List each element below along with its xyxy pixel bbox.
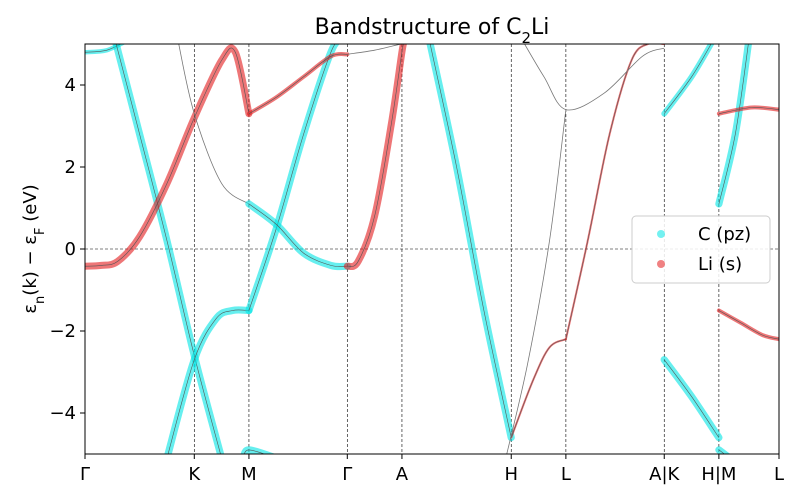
band-line	[115, 44, 221, 454]
band-line	[347, 44, 405, 55]
band-weight-glow	[510, 338, 567, 439]
x-tick-label: H	[504, 464, 518, 485]
band-9	[343, 44, 407, 271]
band-line	[248, 53, 348, 114]
band-line	[347, 44, 404, 267]
band-12	[510, 338, 567, 439]
band-line	[524, 44, 665, 111]
band-7	[246, 51, 350, 116]
y-tick-label: 2	[65, 157, 76, 178]
legend-marker-li-s	[657, 260, 665, 268]
band-line	[663, 359, 720, 438]
y-tick-label: −2	[49, 321, 76, 342]
band-10	[347, 44, 405, 55]
legend-label-li-s: Li (s)	[698, 254, 742, 275]
band-3	[85, 44, 253, 270]
band-line	[429, 44, 512, 438]
legend: C (pz) Li (s)	[631, 215, 771, 284]
band-4	[178, 44, 250, 205]
band-weight-glow	[716, 308, 779, 342]
band-6	[240, 446, 276, 454]
y-tick-label: 0	[65, 239, 76, 260]
legend-marker-c-pz	[657, 230, 665, 238]
band-weight-glow	[246, 51, 350, 116]
band-15	[524, 44, 665, 111]
x-tick-label: Γ	[80, 464, 90, 485]
band-line	[663, 44, 712, 114]
band-weight-glow	[715, 44, 752, 208]
x-tick-label: A|K	[649, 464, 680, 485]
band-0	[85, 44, 126, 55]
band-weight-glow	[343, 44, 407, 271]
x-tick-label: Γ	[342, 464, 352, 485]
band-5	[245, 44, 342, 315]
band-17	[661, 44, 715, 117]
x-tick-label: M	[241, 464, 257, 485]
band-line	[248, 44, 336, 311]
chart-title: Bandstructure of C2Li	[315, 15, 550, 47]
x-tick-label: L	[774, 464, 784, 485]
x-tick-label: L	[561, 464, 571, 485]
band-line	[718, 44, 749, 204]
x-tick-label: A	[396, 464, 409, 485]
band-line	[718, 449, 725, 454]
band-line	[510, 338, 567, 438]
x-tick-label: H|M	[701, 464, 736, 485]
y-tick-label: 4	[65, 75, 76, 96]
x-axis-ticks: Γ K M Γ A H L A|K H|M L	[80, 454, 784, 485]
band-line	[565, 44, 665, 340]
band-20	[716, 105, 779, 116]
legend-box	[631, 215, 771, 284]
band-curves	[85, 44, 779, 454]
band-8	[245, 200, 351, 271]
legend-label-c-pz: C (pz)	[698, 224, 751, 245]
band-line	[178, 44, 250, 205]
band-21	[715, 446, 731, 454]
band-19	[715, 44, 752, 208]
band-18	[716, 308, 779, 342]
band-11	[426, 44, 515, 442]
y-axis-ticks: −4 −2 0 2 4	[49, 75, 85, 424]
y-tick-label: −4	[49, 403, 76, 424]
band-13	[564, 44, 666, 341]
band-line	[506, 109, 567, 454]
band-line	[85, 47, 250, 267]
band-line	[718, 310, 779, 340]
band-1	[112, 44, 225, 454]
band-16	[660, 356, 723, 442]
band-line	[85, 44, 122, 53]
band-weight-glow	[564, 44, 666, 341]
band-line	[718, 107, 779, 114]
band-weight-glow	[164, 306, 253, 454]
band-14	[506, 109, 567, 454]
band-line	[167, 309, 249, 454]
y-axis-label: εn(k) − εF (eV)	[20, 184, 48, 313]
band-weight-glow	[660, 356, 723, 442]
x-tick-label: K	[188, 464, 201, 485]
band-line	[248, 203, 348, 267]
band-2	[164, 306, 253, 454]
band-line	[244, 449, 266, 454]
band-weight-glow	[661, 44, 715, 117]
